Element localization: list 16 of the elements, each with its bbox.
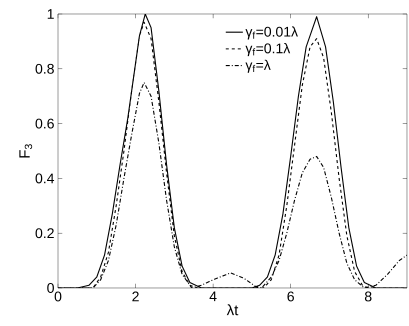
legend-label: γ$_{f}$=0.01λ	[245, 26, 298, 40]
x-tick-label: 6	[287, 292, 294, 302]
x-tick-label: 2	[132, 292, 139, 302]
x-tick-label: 4	[210, 292, 217, 302]
y-tick-label: 0.4	[36, 173, 54, 184]
x-tick-label: 0	[54, 292, 62, 302]
legend-label: γ$_{f}$=0.1λ	[245, 43, 290, 56]
y-tick-label: 0.8	[36, 64, 54, 74]
y-tick-label: 0.6	[36, 118, 54, 129]
y-axis-title: F$_{3}$	[19, 144, 32, 158]
x-axis-title: λt	[226, 304, 238, 316]
y-tick-label: 1	[48, 9, 54, 19]
y-tick-label: 0	[47, 283, 54, 293]
x-tick-label: 8	[364, 292, 372, 302]
legend-label: γ$_{f}$=λ	[245, 60, 271, 73]
y-tick-label: 0.2	[36, 228, 54, 238]
